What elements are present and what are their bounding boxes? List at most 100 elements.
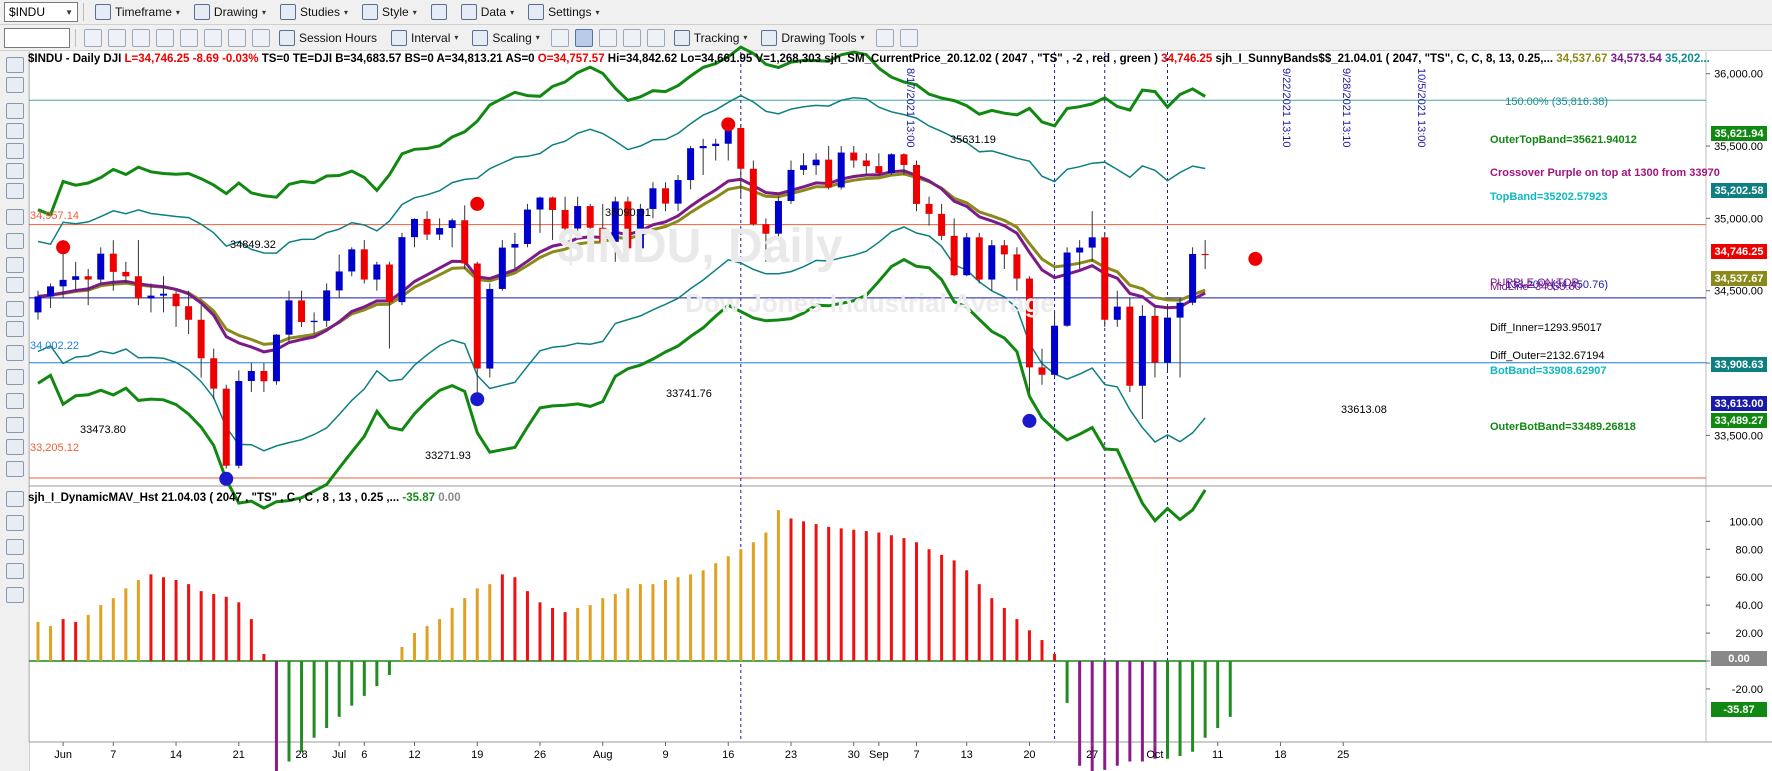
zoom-in-icon[interactable] xyxy=(622,28,641,47)
symbol-selector[interactable]: $INDU ▼ xyxy=(4,2,78,22)
scaling-icon xyxy=(472,29,489,46)
studies-icon xyxy=(279,4,296,20)
study2-label: sjh_I_SunnyBands$$_21.04.01 ( 2047, "TS"… xyxy=(1216,53,1554,65)
osc-tick-label: 80.00 xyxy=(1735,544,1763,556)
candle-down xyxy=(461,220,469,264)
horizontal-line-icon[interactable] xyxy=(6,163,24,179)
chevron-down-icon: ▾ xyxy=(454,33,459,42)
channel-icon[interactable] xyxy=(6,233,24,249)
workspace-selector[interactable] xyxy=(4,27,70,48)
date-tick-label: 30 xyxy=(848,749,860,761)
date-tick-label: Sep xyxy=(869,749,889,761)
refresh-icon[interactable] xyxy=(156,28,174,47)
open-value: O=34,757.57 xyxy=(538,53,605,65)
fib-150-label: 150.00% (35,816.38) xyxy=(1505,96,1608,108)
bar-style-icon[interactable] xyxy=(574,28,593,47)
candle-down xyxy=(134,276,142,299)
align-icon[interactable] xyxy=(6,539,24,555)
highlighter-icon[interactable] xyxy=(6,563,24,579)
speed-lines-icon[interactable] xyxy=(6,301,24,317)
candle-up xyxy=(636,208,644,249)
lower-last-badge: -35.87 xyxy=(1723,704,1754,716)
delete-drawings-icon[interactable] xyxy=(6,515,24,531)
watermark-subtitle: Dow Jones Industrial Average xyxy=(685,288,1054,318)
pointer-icon[interactable] xyxy=(6,57,24,73)
tracking-button[interactable]: Tracking ▾ xyxy=(668,28,754,48)
candle-down xyxy=(1101,237,1109,320)
fib-retracement-icon[interactable] xyxy=(6,257,24,273)
arrow-icon[interactable] xyxy=(6,393,24,409)
crosshair-tool-icon[interactable] xyxy=(6,77,24,93)
cycle-lines-icon[interactable] xyxy=(6,345,24,361)
style-button[interactable]: Style ▾ xyxy=(356,2,423,22)
crosshair-icon[interactable] xyxy=(252,28,270,47)
line-style-icon[interactable] xyxy=(598,28,617,47)
interval-button[interactable]: Interval ▾ xyxy=(385,28,464,48)
ellipse-icon[interactable] xyxy=(6,417,24,433)
undo-icon[interactable] xyxy=(84,28,102,47)
layout-icon xyxy=(430,4,447,20)
net-change: -8.69 xyxy=(193,53,219,65)
candle-style-icon[interactable] xyxy=(550,28,569,47)
last-price: L=34,746.25 xyxy=(125,53,191,65)
arc-icon[interactable] xyxy=(6,369,24,385)
top-badge: 35,202.58 xyxy=(1715,185,1764,197)
candle-up xyxy=(160,293,167,296)
date-tick-label: 18 xyxy=(1274,749,1286,761)
price-axis: 33,500.00 34,000.00 34,500.00 35,000.00 35,5… xyxy=(1706,69,1763,696)
volume-value: V=1,268,303 xyxy=(756,53,822,65)
candle-down xyxy=(210,358,218,389)
chevron-down-icon: ▾ xyxy=(261,7,266,17)
sell-signal-marker xyxy=(1248,251,1263,266)
scaling-button[interactable]: Scaling ▾ xyxy=(466,28,545,48)
magnifier-icon[interactable] xyxy=(132,28,150,47)
ray-tool-icon[interactable] xyxy=(6,123,24,139)
session-hours-label: Session Hours xyxy=(299,30,378,45)
data-button[interactable]: Data ▾ xyxy=(455,2,520,22)
pencil-icon[interactable] xyxy=(6,209,24,225)
chevron-down-icon: ▾ xyxy=(743,33,748,42)
redo-icon[interactable] xyxy=(108,28,126,47)
studies-button[interactable]: Studies ▾ xyxy=(274,2,354,22)
date-tick-label: 13 xyxy=(961,749,973,761)
price-tick-label: 34,500.00 xyxy=(1714,286,1763,298)
text-tool-icon[interactable] xyxy=(6,461,24,477)
text-label-icon[interactable] xyxy=(6,587,24,603)
grid-icon[interactable] xyxy=(228,28,246,47)
session-hours-button[interactable]: Session Hours xyxy=(273,28,383,48)
candle-down xyxy=(950,235,958,276)
price-tick-label: 36,000.00 xyxy=(1714,69,1763,81)
vertical-line-icon[interactable] xyxy=(6,183,24,199)
pattern-icon[interactable] xyxy=(899,28,918,47)
pen-icon[interactable] xyxy=(6,491,24,507)
settings-button[interactable]: Settings ▾ xyxy=(522,2,605,22)
rectangle-icon[interactable] xyxy=(6,439,24,455)
settings-label: Settings xyxy=(548,5,592,19)
drawing-button[interactable]: Drawing ▾ xyxy=(188,2,272,22)
te-value: TE=DJI xyxy=(293,53,332,65)
chevron-down-icon: ▾ xyxy=(343,7,348,17)
extended-line-icon[interactable] xyxy=(6,143,24,159)
cursor-icon[interactable] xyxy=(204,28,222,47)
date-tick-label: 23 xyxy=(785,749,797,761)
link-icon[interactable] xyxy=(180,28,198,47)
date-axis: Jun 7 14 21 28 Jul 6 12 19 26 Aug 9 16 23 30 Sep 7 13 20 27… xyxy=(54,742,1349,761)
candle-down xyxy=(84,276,92,280)
candle-up xyxy=(988,245,996,280)
candle-up xyxy=(97,253,105,280)
fib-extension-icon[interactable] xyxy=(6,277,24,293)
chevron-down-icon: ▾ xyxy=(510,7,515,17)
candle-up xyxy=(448,220,456,229)
pivot-label: 33271.93 xyxy=(425,450,471,462)
drawing-tools-button[interactable]: Drawing Tools ▾ xyxy=(755,28,870,48)
zoom-out-icon[interactable] xyxy=(646,28,665,47)
timeframe-button[interactable]: Timeframe ▾ xyxy=(89,2,186,22)
signal-markers xyxy=(56,117,1263,486)
layout-button[interactable] xyxy=(425,2,453,22)
trendline-tool-icon[interactable] xyxy=(6,103,24,119)
exchange: DJI xyxy=(103,53,121,65)
trendline-icon[interactable] xyxy=(875,28,894,47)
gann-icon[interactable] xyxy=(6,321,24,337)
top-band-line xyxy=(37,94,1206,254)
